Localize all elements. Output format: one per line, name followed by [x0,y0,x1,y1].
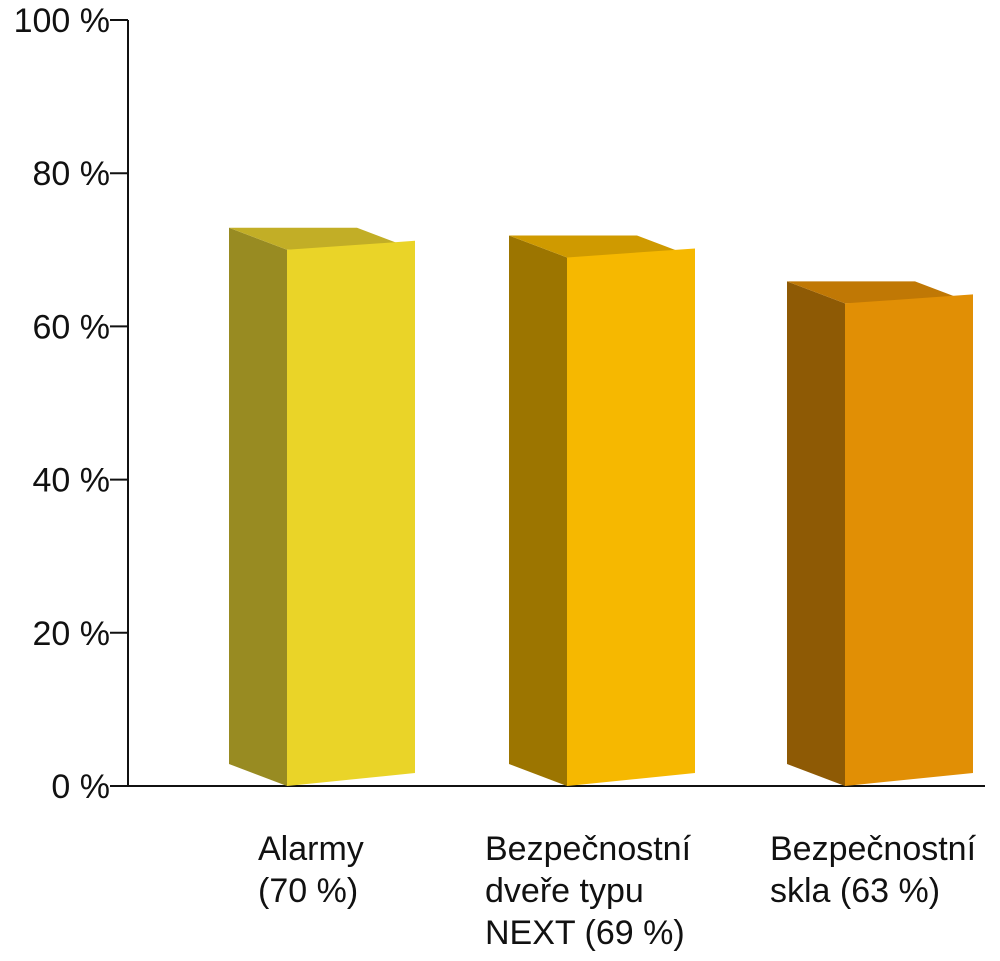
category-label-line: skla (63 %) [770,872,941,910]
y-tick-label: 0 % [51,768,110,806]
bar-side-face [229,227,287,787]
category-label-line: Alarmy [258,830,364,868]
category-label-line: (70 %) [258,872,359,910]
bar-side-face [787,281,845,786]
bars [229,227,973,787]
bar [509,235,695,786]
bar [229,227,415,787]
category-label-line: Bezpečnostní [770,830,977,868]
category-label-alarmy: Alarmy (70 %) [258,828,364,912]
bar-front-face [287,240,415,787]
y-tick-label: 20 % [33,615,111,653]
bar-side-face [509,235,567,786]
category-label-bezpecnostni-skla: Bezpečnostní skla (63 %) [770,828,976,912]
y-tick-label: 40 % [33,462,111,500]
y-tick-label: 60 % [33,308,111,346]
bar [787,281,973,786]
y-tick-label: 80 % [33,155,111,193]
category-label-line: dveře typu [485,872,644,910]
category-label-bezpecnostni-dvere: Bezpečnostní dveře typu NEXT (69 %) [485,828,691,954]
bar-front-face [845,294,973,786]
category-label-line: NEXT (69 %) [485,914,685,952]
bar-front-face [567,248,695,786]
y-axis: 0 % 20 % 40 % 60 % 80 % 100 % [14,2,985,806]
y-tick-label: 100 % [14,2,110,40]
category-label-line: Bezpečnostní [485,830,692,868]
